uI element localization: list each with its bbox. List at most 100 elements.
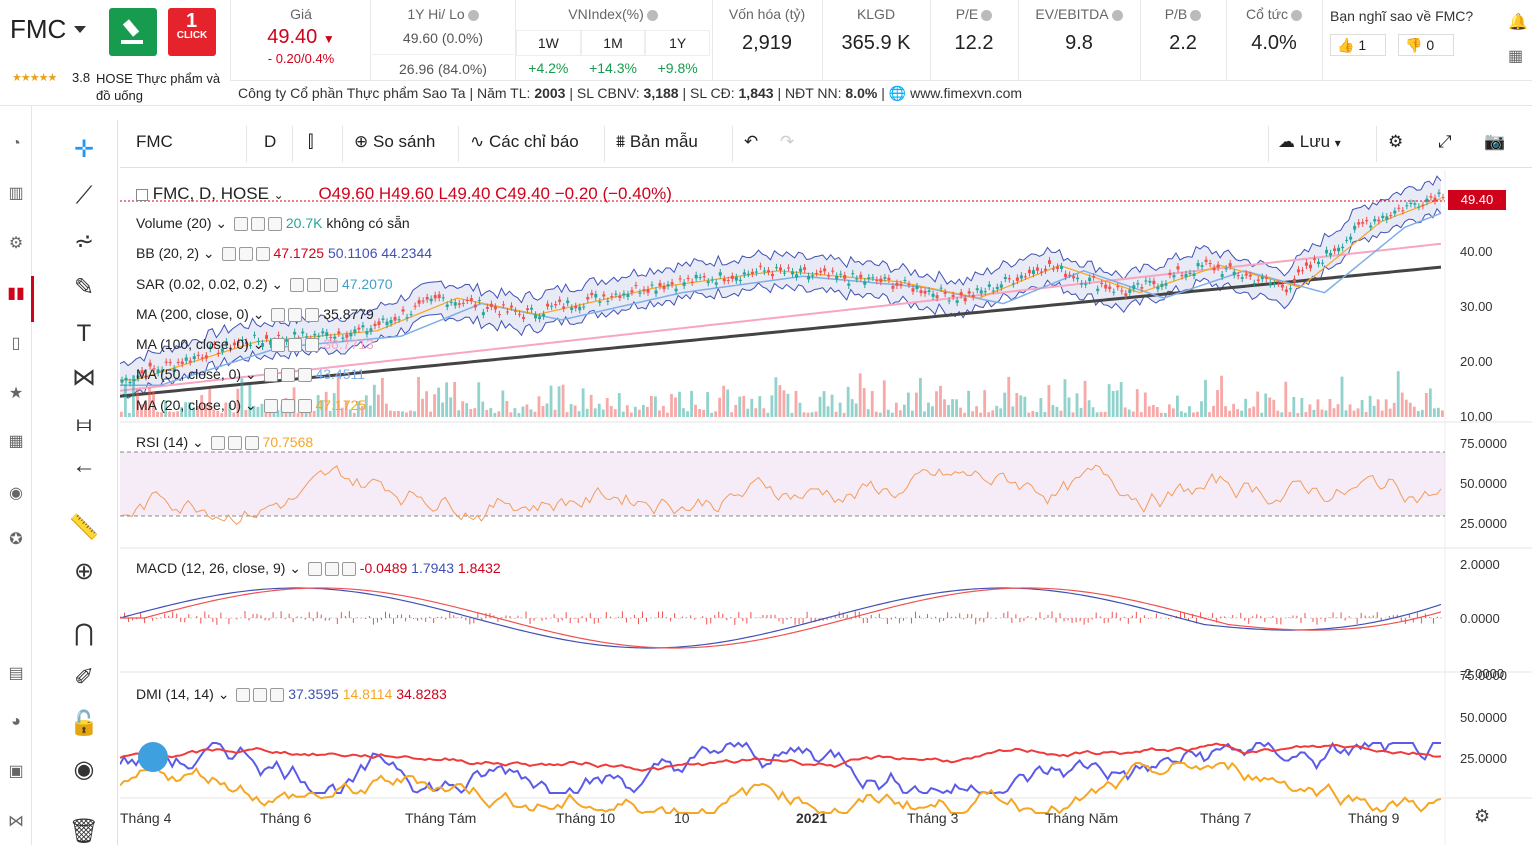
volume-bar xyxy=(465,403,468,417)
compare-button[interactable]: ⊕ So sánh xyxy=(354,132,435,152)
macd-hist xyxy=(1296,616,1297,618)
pitchfork-icon[interactable]: ⩫ xyxy=(66,224,102,260)
volume-bar xyxy=(1425,393,1428,417)
website-link[interactable]: www.fimexvn.com xyxy=(910,85,1022,101)
info-icon[interactable] xyxy=(1190,10,1201,21)
ma20-legend[interactable]: MA (20, close, 0) ⌄ 47.1725 xyxy=(136,397,366,414)
info-icon[interactable] xyxy=(1112,10,1123,21)
chart-svg[interactable] xyxy=(120,170,1532,845)
candle-body xyxy=(121,380,124,383)
rss-icon[interactable]: ◉ xyxy=(6,484,26,504)
candle-body xyxy=(823,268,826,271)
macd-hist xyxy=(758,617,759,618)
candle-body xyxy=(1108,287,1111,290)
main-legend[interactable]: FMC, D, HOSE ⌄ O49.60 H49.60 L49.40 C49.… xyxy=(136,184,672,204)
bar-chart-icon[interactable]: ▥ xyxy=(6,184,26,204)
templates-button[interactable]: ⩩ Bản mẫu xyxy=(616,132,698,152)
stars-icon[interactable]: ★ xyxy=(6,384,26,404)
volume-bar xyxy=(1007,377,1010,417)
x-tick: 2021 xyxy=(796,810,827,826)
pattern-icon[interactable]: ⋈ xyxy=(66,360,102,396)
sar-legend[interactable]: SAR (0.02, 0.02, 0.2) ⌄ 47.2070 xyxy=(136,276,393,293)
info-icon[interactable] xyxy=(468,10,479,21)
volume-bar xyxy=(497,411,500,417)
eye-icon[interactable]: ◉ xyxy=(66,752,102,788)
grid-icon[interactable]: ▦ xyxy=(6,432,26,452)
settings-icon[interactable]: ⚙ xyxy=(6,234,26,254)
chevron-down-icon[interactable] xyxy=(74,26,86,33)
star-badge-icon[interactable]: ✪ xyxy=(6,530,26,550)
dashboard-icon[interactable]: ◔ xyxy=(6,134,26,154)
macd-hist xyxy=(1329,617,1330,618)
info-icon[interactable] xyxy=(1291,10,1302,21)
dmi-legend[interactable]: DMI (14, 14) ⌄ 37.3595 14.8114 34.8283 xyxy=(136,686,447,703)
macd-hist xyxy=(1156,614,1157,618)
candle-body xyxy=(1080,283,1083,284)
dislike-button[interactable]: 👎 0 xyxy=(1398,34,1454,56)
macd-hist xyxy=(501,617,502,618)
period-1m[interactable]: 1M xyxy=(581,30,646,56)
volume-bar xyxy=(1080,408,1083,417)
candle-body xyxy=(1409,203,1412,204)
brush-icon[interactable]: ✎ xyxy=(66,270,102,306)
fib-icon[interactable]: ⧦ xyxy=(66,406,102,442)
text-icon[interactable]: T xyxy=(66,316,102,352)
candle-body xyxy=(960,292,963,295)
bell-icon[interactable]: 🔔 xyxy=(1508,12,1526,32)
macd-legend[interactable]: MACD (12, 26, close, 9) ⌄ -0.0489 1.7943… xyxy=(136,560,501,577)
fullscreen-icon[interactable]: ⤢ xyxy=(1438,132,1452,152)
candle-body xyxy=(1325,250,1328,254)
ma100-legend[interactable]: MA (100, close, 0) ⌄ 36.7713 xyxy=(136,336,374,353)
ma50-legend[interactable]: MA (50, close, 0) ⌄ 43.4511 xyxy=(136,366,365,383)
redo-icon[interactable]: ↷ xyxy=(780,132,794,152)
volume-bar xyxy=(1409,403,1412,417)
book-icon[interactable]: ▤ xyxy=(6,664,26,684)
camera-icon[interactable]: 📷 xyxy=(1484,132,1505,152)
candle-body xyxy=(675,289,678,292)
volume-bar xyxy=(558,386,561,417)
settings-gear-icon[interactable]: ⚙ xyxy=(1474,806,1490,827)
ticker-symbol[interactable]: FMC xyxy=(10,14,66,45)
bb-legend[interactable]: BB (20, 2) ⌄ 47.1725 50.1106 44.2344 xyxy=(136,245,432,262)
info-icon[interactable] xyxy=(647,10,658,21)
save-button[interactable]: ☁ Lưu ▾ xyxy=(1278,132,1341,152)
volume-legend[interactable]: Volume (20) ⌄ 20.7K không có sẵn xyxy=(136,215,410,232)
candle-body xyxy=(827,276,830,277)
lock-draw-icon[interactable]: ✐ xyxy=(66,660,102,696)
back-arrow-icon[interactable]: ← xyxy=(66,448,102,484)
news-icon[interactable]: ▣ xyxy=(6,762,26,782)
unlock-icon[interactable]: 🔓 xyxy=(66,706,102,742)
crosshair-icon[interactable]: ✛ xyxy=(66,132,102,168)
pie-icon[interactable]: ◕ xyxy=(6,712,26,732)
y-tick: 30.00 xyxy=(1460,299,1493,314)
volume-bar xyxy=(124,384,127,417)
ruler-icon[interactable]: 📏 xyxy=(66,510,102,546)
period-1y[interactable]: 1Y xyxy=(645,30,710,56)
candle-body xyxy=(835,276,838,280)
info-icon[interactable] xyxy=(981,10,992,21)
indicators-button[interactable]: ∿ Các chỉ báo xyxy=(470,132,579,152)
symbol-input[interactable]: FMC xyxy=(136,132,173,152)
candle-body xyxy=(968,291,971,293)
macd-hist xyxy=(297,616,298,618)
period-1w[interactable]: 1W xyxy=(516,30,581,56)
interval-button[interactable]: D xyxy=(264,132,276,152)
volume-bar xyxy=(1325,410,1328,417)
magnet-icon[interactable]: ⋂ xyxy=(66,616,102,652)
like-button[interactable]: 👍 1 xyxy=(1330,34,1386,56)
rsi-legend[interactable]: RSI (14) ⌄ 70.7568 xyxy=(136,434,313,451)
share-icon[interactable]: ⋈ xyxy=(6,812,26,832)
undo-icon[interactable]: ↶ xyxy=(744,132,758,152)
traffic-light-icon[interactable]: ▯ xyxy=(6,334,26,354)
macd-hist xyxy=(425,618,426,622)
trendline-icon[interactable]: ⟋ xyxy=(66,178,102,214)
ma200-legend[interactable]: MA (200, close, 0) ⌄ 35.8779 xyxy=(136,306,374,323)
calculator-icon[interactable]: ▦ xyxy=(1508,46,1526,66)
candle-type-icon[interactable]: ⫿ xyxy=(308,132,313,152)
candle-body xyxy=(1437,192,1440,194)
zoom-in-icon[interactable]: ⊕ xyxy=(66,554,102,590)
gear-icon[interactable]: ⚙ xyxy=(1388,132,1403,152)
candlestick-icon[interactable]: ▮▮ xyxy=(6,284,26,304)
gavel-icon-button[interactable] xyxy=(109,8,157,56)
